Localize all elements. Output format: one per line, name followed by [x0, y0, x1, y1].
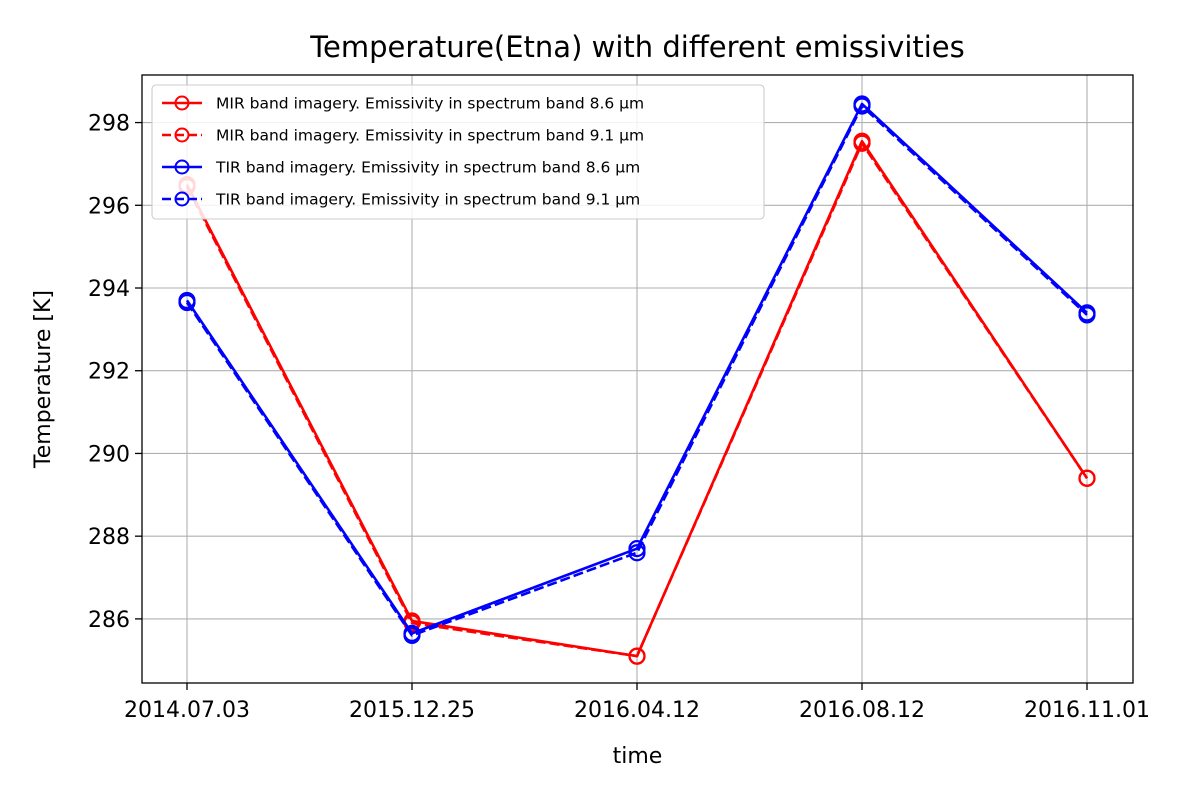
series-4-point	[178, 293, 196, 312]
series-4-point	[403, 626, 421, 645]
chart-title: Temperature(Etna) with different emissiv…	[309, 30, 965, 64]
legend-marker	[174, 95, 190, 111]
y-tick-label: 292	[88, 360, 130, 385]
x-tick-label: 2016.08.12	[799, 698, 925, 723]
legend-label: TIR band imagery. Emissivity in spectrum…	[215, 191, 640, 209]
legend-marker	[174, 191, 190, 207]
y-tick-label: 296	[88, 194, 130, 219]
series-line-2	[185, 141, 1089, 658]
y-tick-label: 294	[88, 277, 130, 302]
axis-ticks: 2014.07.03 2015.12.25 2016.04.12 2016.08.12…	[88, 112, 1150, 723]
legend-marker	[174, 127, 190, 143]
y-tick-label: 286	[88, 608, 130, 633]
series-2-point	[1078, 469, 1096, 487]
legend-label: MIR band imagery. Emissivity in spectrum…	[216, 127, 644, 145]
y-tick-label: 298	[88, 112, 130, 137]
series-4-point	[853, 97, 871, 115]
x-tick-label: 2016.04.12	[574, 698, 700, 723]
y-axis-label: Temperature [K]	[31, 290, 56, 469]
y-tick-label: 290	[88, 442, 130, 467]
series-line-4	[185, 104, 1088, 637]
legend-marker	[174, 159, 190, 175]
series-2-point	[628, 647, 646, 665]
x-tick-label: 2015.12.25	[349, 698, 475, 723]
series-4-point	[628, 544, 646, 562]
x-tick-label: 2014.07.03	[124, 698, 250, 723]
series-layer	[178, 95, 1096, 665]
legend-label: TIR band imagery. Emissivity in spectrum…	[215, 159, 640, 177]
legend-label: MIR band imagery. Emissivity in spectrum…	[216, 95, 644, 113]
series-4-point	[1078, 306, 1096, 324]
legend-box	[151, 84, 765, 220]
legend: MIR band imagery. Emissivity in spectrum…	[151, 84, 765, 220]
series-2-point	[853, 134, 871, 152]
x-tick-label: 2016.11.01	[1024, 698, 1150, 723]
x-axis-label: time	[613, 744, 663, 769]
y-tick-label: 288	[88, 525, 130, 550]
